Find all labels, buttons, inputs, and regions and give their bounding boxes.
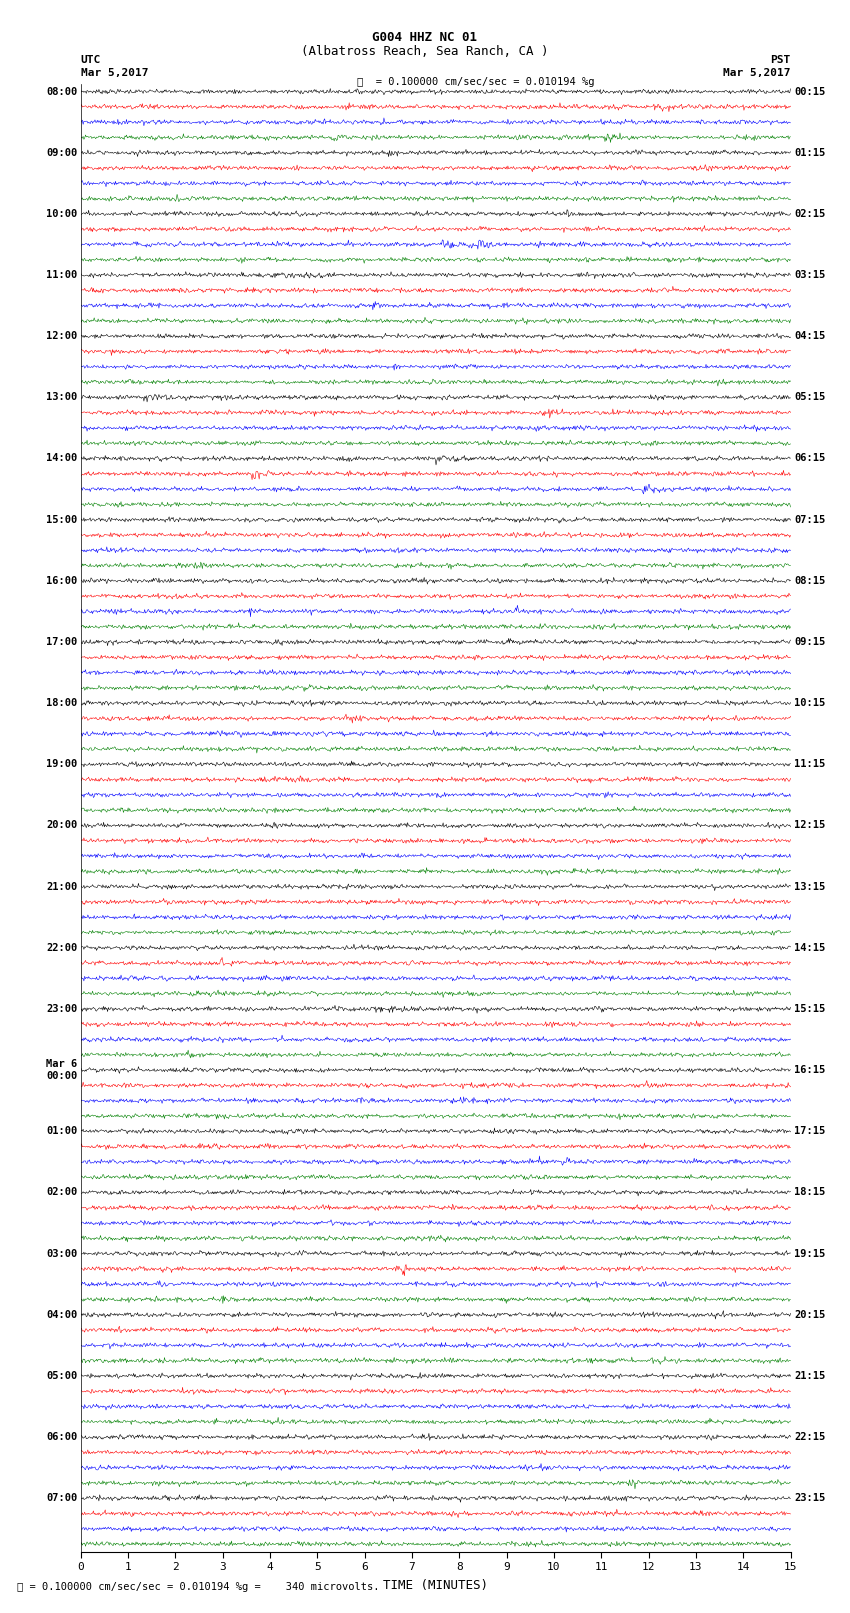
Text: 17:15: 17:15 (794, 1126, 825, 1136)
Text: 03:15: 03:15 (794, 269, 825, 281)
Text: 09:15: 09:15 (794, 637, 825, 647)
Text: 19:15: 19:15 (794, 1248, 825, 1258)
Text: 14:00: 14:00 (46, 453, 77, 463)
Text: ⎹ = 0.100000 cm/sec/sec = 0.010194 %g =    340 microvolts.: ⎹ = 0.100000 cm/sec/sec = 0.010194 %g = … (17, 1582, 379, 1592)
Text: 18:15: 18:15 (794, 1187, 825, 1197)
Text: 13:15: 13:15 (794, 882, 825, 892)
Text: 22:00: 22:00 (46, 942, 77, 953)
Text: 12:15: 12:15 (794, 821, 825, 831)
Text: 07:00: 07:00 (46, 1494, 77, 1503)
Text: 20:15: 20:15 (794, 1310, 825, 1319)
Text: 23:00: 23:00 (46, 1003, 77, 1015)
Text: (Albatross Reach, Sea Ranch, CA ): (Albatross Reach, Sea Ranch, CA ) (301, 45, 549, 58)
Text: 20:00: 20:00 (46, 821, 77, 831)
Text: 23:15: 23:15 (794, 1494, 825, 1503)
X-axis label: TIME (MINUTES): TIME (MINUTES) (383, 1579, 488, 1592)
Text: 18:00: 18:00 (46, 698, 77, 708)
Text: PST: PST (770, 55, 790, 65)
Text: 19:00: 19:00 (46, 760, 77, 769)
Text: ⎹  = 0.100000 cm/sec/sec = 0.010194 %g: ⎹ = 0.100000 cm/sec/sec = 0.010194 %g (357, 77, 594, 87)
Text: 10:00: 10:00 (46, 208, 77, 219)
Text: 08:15: 08:15 (794, 576, 825, 586)
Text: 01:00: 01:00 (46, 1126, 77, 1136)
Text: 06:15: 06:15 (794, 453, 825, 463)
Text: 21:00: 21:00 (46, 882, 77, 892)
Text: 15:00: 15:00 (46, 515, 77, 524)
Text: 15:15: 15:15 (794, 1003, 825, 1015)
Text: 06:00: 06:00 (46, 1432, 77, 1442)
Text: 17:00: 17:00 (46, 637, 77, 647)
Text: 11:00: 11:00 (46, 269, 77, 281)
Text: 12:00: 12:00 (46, 331, 77, 342)
Text: 22:15: 22:15 (794, 1432, 825, 1442)
Text: 16:15: 16:15 (794, 1065, 825, 1076)
Text: 14:15: 14:15 (794, 942, 825, 953)
Text: 05:00: 05:00 (46, 1371, 77, 1381)
Text: 00:15: 00:15 (794, 87, 825, 97)
Text: 01:15: 01:15 (794, 148, 825, 158)
Text: 02:00: 02:00 (46, 1187, 77, 1197)
Text: 10:15: 10:15 (794, 698, 825, 708)
Text: 21:15: 21:15 (794, 1371, 825, 1381)
Text: 11:15: 11:15 (794, 760, 825, 769)
Text: 07:15: 07:15 (794, 515, 825, 524)
Text: 03:00: 03:00 (46, 1248, 77, 1258)
Text: 16:00: 16:00 (46, 576, 77, 586)
Text: 13:00: 13:00 (46, 392, 77, 402)
Text: 04:00: 04:00 (46, 1310, 77, 1319)
Text: 09:00: 09:00 (46, 148, 77, 158)
Text: UTC: UTC (81, 55, 101, 65)
Text: Mar 6
00:00: Mar 6 00:00 (46, 1060, 77, 1081)
Text: Mar 5,2017: Mar 5,2017 (723, 68, 791, 77)
Text: 04:15: 04:15 (794, 331, 825, 342)
Text: 08:00: 08:00 (46, 87, 77, 97)
Text: Mar 5,2017: Mar 5,2017 (81, 68, 148, 77)
Text: 02:15: 02:15 (794, 208, 825, 219)
Text: G004 HHZ NC 01: G004 HHZ NC 01 (372, 31, 478, 44)
Text: 05:15: 05:15 (794, 392, 825, 402)
